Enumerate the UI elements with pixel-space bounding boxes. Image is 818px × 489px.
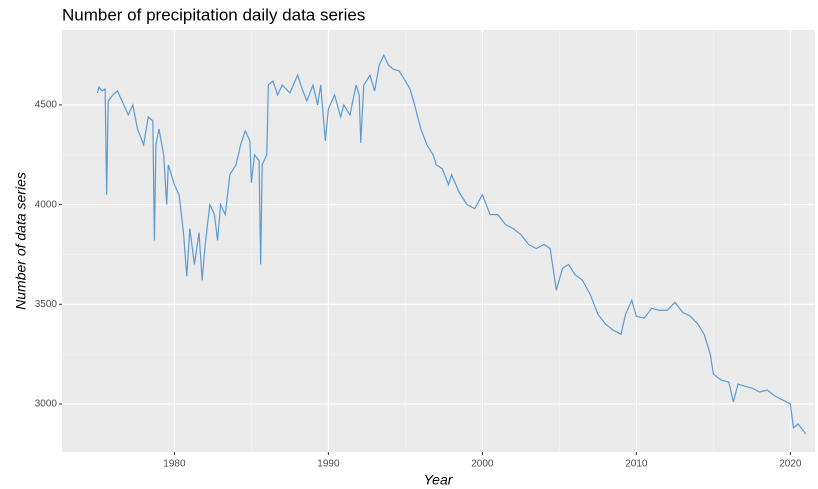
- x-tick-label: 2010: [625, 459, 648, 470]
- plot-panel: [62, 30, 815, 452]
- data-line: [96, 53, 807, 435]
- y-tick-label: 4500: [35, 100, 58, 111]
- y-tick-label: 3000: [35, 399, 58, 410]
- x-tick-label: 2000: [471, 459, 494, 470]
- y-tick-label: 4000: [35, 199, 58, 210]
- chart-title: Number of precipitation daily data serie…: [62, 5, 365, 24]
- y-tick-label: 3500: [35, 299, 58, 310]
- x-tick-label: 2020: [779, 459, 802, 470]
- x-tick-label: 1990: [317, 459, 340, 470]
- x-tick-label: 1980: [163, 459, 186, 470]
- y-axis-title: Number of data series: [13, 172, 29, 310]
- x-axis-title: Year: [424, 472, 454, 488]
